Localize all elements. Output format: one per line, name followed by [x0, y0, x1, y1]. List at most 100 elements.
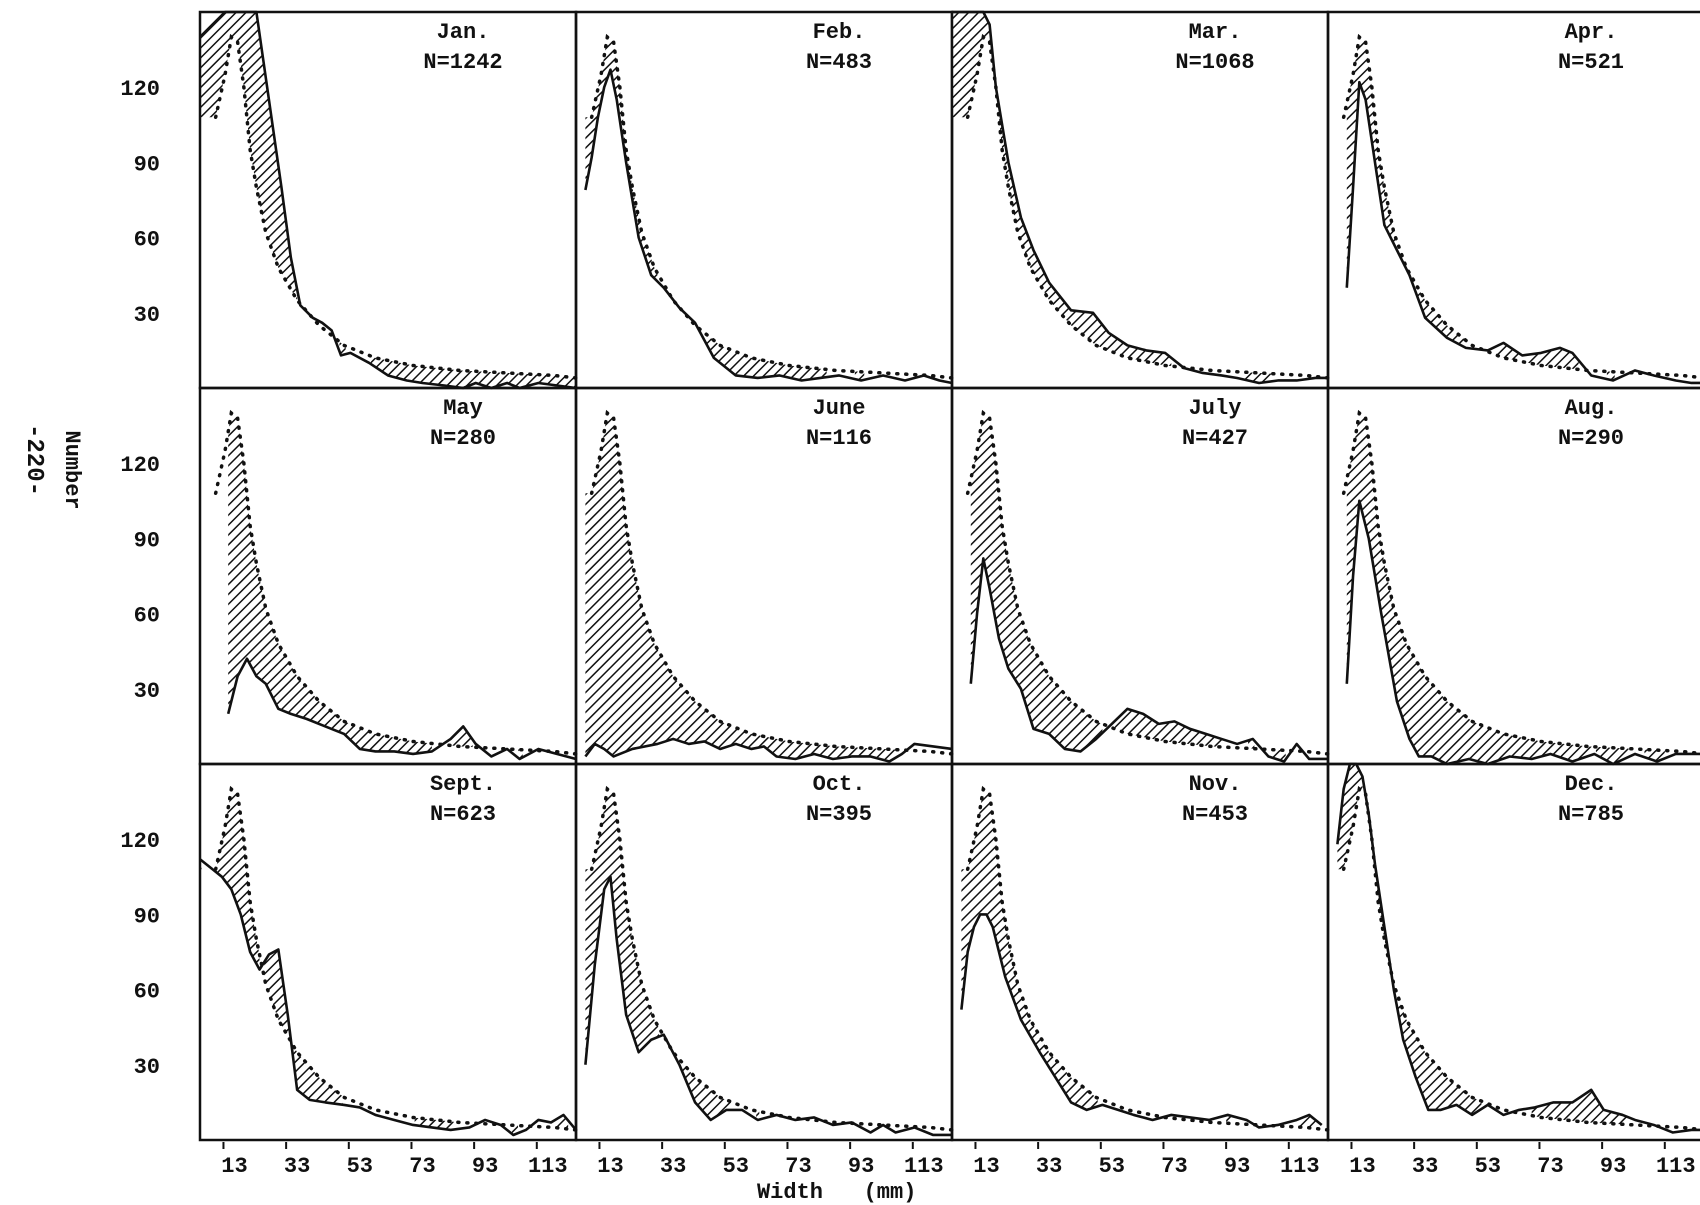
monthly-line: [952, 10, 1328, 385]
panel-n-label: N=290: [1558, 426, 1624, 451]
reference-line: [965, 409, 1330, 756]
x-tick-label: 33: [1412, 1154, 1438, 1179]
x-tick-label: 113: [904, 1154, 944, 1179]
difference-area: [706, 334, 827, 381]
reference-line: [589, 409, 954, 756]
difference-area: [1415, 283, 1465, 348]
difference-area: [370, 356, 576, 388]
difference-area: [585, 413, 896, 762]
panel-7: July N=427: [950, 386, 1330, 766]
reference-line: [213, 33, 578, 380]
x-tick-label: 93: [1224, 1154, 1250, 1179]
panel-9: Sept. N=623: [198, 762, 578, 1142]
reference-line: [1341, 409, 1700, 756]
panel-n-label: N=785: [1558, 802, 1624, 827]
x-tick-label: 113: [528, 1154, 568, 1179]
panel-frame: [950, 10, 1330, 390]
difference-area: [1495, 342, 1520, 362]
panel-n-label: N=1242: [423, 50, 502, 75]
panel-n-label: N=483: [806, 50, 872, 75]
difference-area: [1226, 1114, 1231, 1124]
panel-5: May N=280: [198, 386, 578, 766]
panel-month-label: Mar.: [1189, 20, 1242, 45]
panel-month-label: Nov.: [1189, 772, 1242, 797]
monthly-line: [584, 737, 953, 763]
difference-area: [1531, 1089, 1628, 1125]
y-tick-label: 90: [134, 904, 160, 929]
x-tick-label: 93: [472, 1154, 498, 1179]
difference-area: [961, 789, 1098, 1110]
y-tick-label: 120: [120, 453, 160, 478]
panel-12: Dec. N=785: [1326, 762, 1700, 1142]
y-tick-label: 120: [120, 829, 160, 854]
y-tick-label: 60: [134, 604, 160, 629]
difference-area: [217, 789, 260, 970]
y-tick-label: 30: [134, 303, 160, 328]
monthly-line: [969, 557, 1328, 763]
monthly-line: [1336, 762, 1700, 1134]
reference-line: [589, 785, 954, 1132]
panel-1: Jan. N=1242: [198, 10, 578, 390]
panel-month-label: Dec.: [1565, 772, 1618, 797]
panel-frame: [1326, 762, 1700, 1142]
y-tick-label: 60: [134, 980, 160, 1005]
panel-11: Nov. N=453: [950, 762, 1330, 1142]
x-tick-label: 33: [1036, 1154, 1062, 1179]
x-axis-label: Width: [757, 1180, 823, 1205]
y-tick-label: 30: [134, 1055, 160, 1080]
x-tick-label: 13: [973, 1154, 999, 1179]
monthly-line: [199, 858, 577, 1137]
panel-8: Aug. N=290: [1326, 386, 1700, 766]
x-tick-label: 13: [597, 1154, 623, 1179]
monthly-line: [960, 913, 1323, 1129]
monthly-line: [1345, 80, 1700, 385]
difference-area: [756, 1110, 760, 1120]
difference-area: [999, 106, 1172, 367]
x-tick-label: 13: [1349, 1154, 1375, 1179]
reference-line: [589, 33, 954, 380]
x-tick-label: 113: [1656, 1154, 1696, 1179]
y-tick-label: 90: [134, 528, 160, 553]
reference-line: [213, 785, 578, 1132]
x-axis-unit: (mm): [864, 1180, 917, 1205]
panel-n-label: N=1068: [1175, 50, 1254, 75]
panel-10: Oct. N=395: [574, 762, 954, 1142]
x-tick-label: 93: [848, 1154, 874, 1179]
y-tick-label: 60: [134, 228, 160, 253]
panel-n-label: N=453: [1182, 802, 1248, 827]
difference-area: [585, 789, 660, 1065]
difference-area: [970, 413, 1103, 752]
difference-area: [1114, 708, 1224, 748]
panel-6: June N=116: [574, 386, 954, 766]
x-tick-label: 113: [1280, 1154, 1320, 1179]
reference-line: [1341, 33, 1700, 380]
x-tick-label: 73: [1537, 1154, 1563, 1179]
x-tick-label: 33: [284, 1154, 310, 1179]
panel-3: Mar. N=1068: [950, 10, 1330, 390]
panel-4: Apr. N=521: [1326, 10, 1700, 390]
difference-area: [414, 1117, 454, 1130]
panel-2: Feb. N=483: [574, 10, 954, 390]
panel-n-label: N=427: [1182, 426, 1248, 451]
reference-line: [213, 409, 578, 756]
y-tick-label: 120: [120, 77, 160, 102]
difference-area: [1346, 413, 1593, 764]
panel-month-label: Sept.: [430, 772, 496, 797]
y-tick-label: 30: [134, 679, 160, 704]
monthly-line: [584, 68, 953, 385]
x-tick-label: 53: [1475, 1154, 1501, 1179]
panel-month-label: July: [1189, 396, 1242, 421]
x-tick-label: 73: [785, 1154, 811, 1179]
panel-month-label: Oct.: [813, 772, 866, 797]
difference-area: [452, 726, 473, 748]
panel-month-label: Jan.: [437, 20, 490, 45]
x-tick-label: 13: [221, 1154, 247, 1179]
difference-area: [264, 949, 290, 1039]
reference-line: [965, 33, 1330, 380]
x-tick-label: 53: [723, 1154, 749, 1179]
panel-grid: Jan. N=1242 Feb. N=483 Mar. N=1068 Apr. N=521 Ma…: [198, 10, 1700, 1142]
difference-area: [200, 12, 298, 301]
difference-area: [854, 371, 865, 381]
panel-month-label: Aug.: [1565, 396, 1618, 421]
